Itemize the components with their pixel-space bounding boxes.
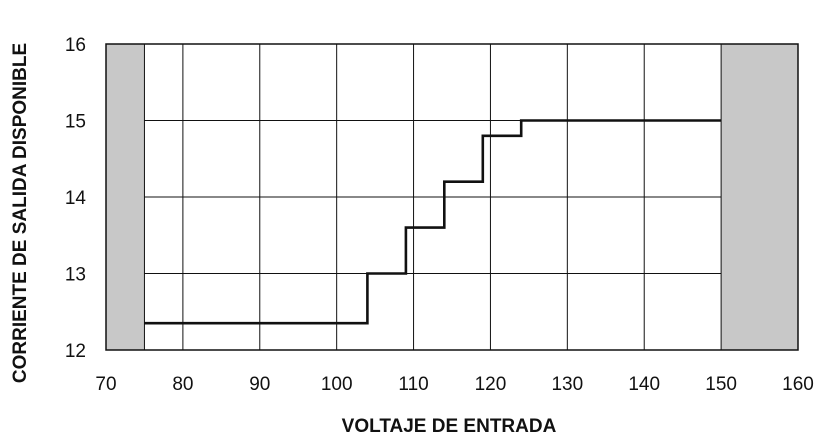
y-tick-label-12: 12 — [65, 341, 86, 362]
x-tick-labels: 70 80 90 100 110 120 130 140 150 160 — [95, 374, 813, 395]
x-tick-label-140: 140 — [628, 374, 660, 395]
series-layer — [144, 119, 722, 325]
shaded-region-1 — [721, 44, 798, 350]
x-axis-title: VOLTAJE DE ENTRADA — [342, 416, 557, 434]
x-tick-label-110: 110 — [398, 374, 428, 395]
series-line-0 — [144, 119, 722, 325]
y-tick-label-14: 14 — [65, 188, 87, 209]
x-tick-label-70: 70 — [95, 374, 116, 395]
shaded-regions — [106, 44, 798, 350]
y-tick-label-13: 13 — [65, 265, 86, 286]
plot-frame — [105, 43, 799, 351]
shaded-region-0 — [106, 44, 145, 350]
y-tick-label-15: 15 — [65, 112, 86, 133]
gridlines — [143, 44, 722, 350]
y-tick-label-16: 16 — [65, 35, 86, 56]
x-tick-label-150: 150 — [705, 374, 737, 395]
x-tick-label-130: 130 — [551, 374, 583, 395]
x-tick-label-80: 80 — [172, 374, 193, 395]
y-tick-labels: 12 13 14 15 16 — [65, 35, 87, 362]
y-axis-title: CORRIENTE DE SALIDA DISPONIBLE — [10, 43, 31, 383]
x-tick-label-120: 120 — [475, 374, 507, 395]
x-tick-label-90: 90 — [249, 374, 270, 395]
x-tick-label-160: 160 — [782, 374, 814, 395]
x-tick-label-100: 100 — [321, 374, 353, 395]
